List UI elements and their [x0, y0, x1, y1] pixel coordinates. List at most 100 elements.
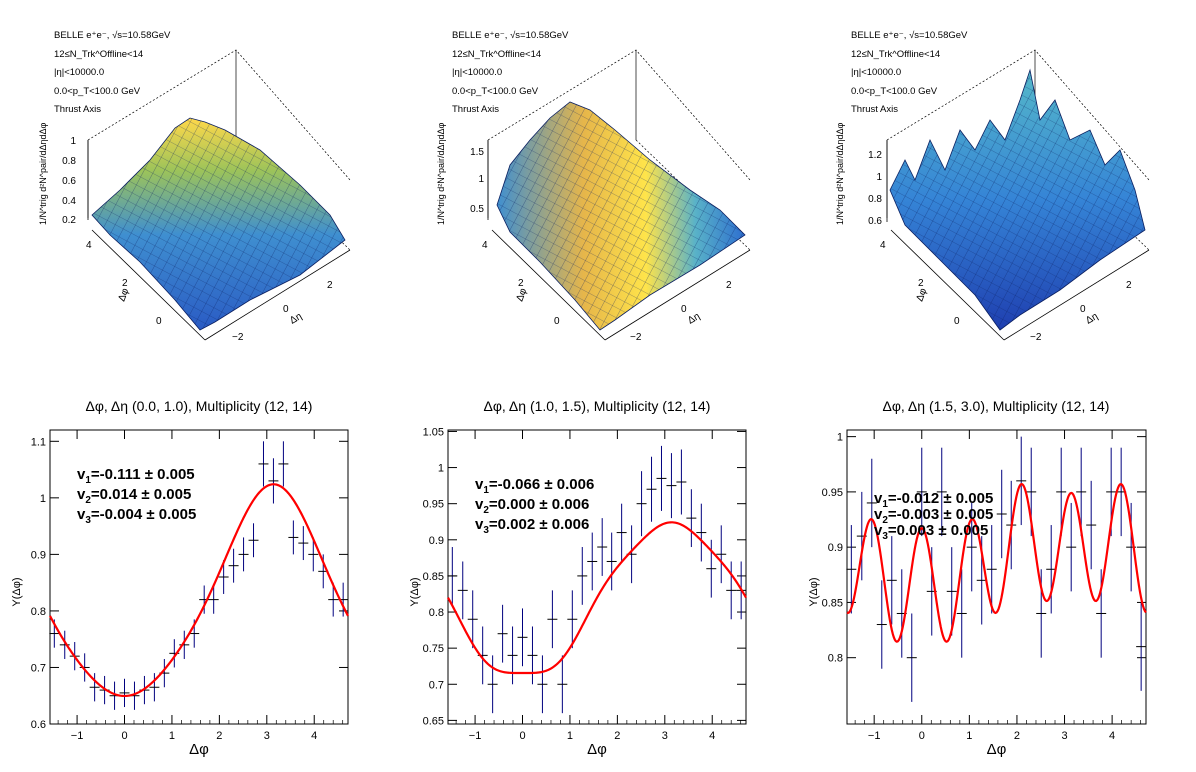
data-point	[278, 441, 289, 487]
data-point	[1076, 447, 1087, 537]
data-point	[328, 582, 339, 617]
data-point	[179, 630, 190, 659]
flow-coefficient-label: v2=-0.003 ± 0.005	[874, 506, 993, 526]
surface-mesh	[92, 118, 345, 330]
info-line-5: Thrust Axis	[54, 104, 101, 115]
data-point	[527, 626, 538, 685]
x-tick-label: 4	[709, 730, 715, 742]
y-tick-label: 0.95	[822, 487, 843, 499]
y-tick-label: 4	[86, 240, 92, 251]
y-axis-3d: 4 2 0 Δφ	[880, 229, 1005, 341]
x-axis-label: Δη	[1084, 311, 1100, 327]
data-point	[597, 518, 608, 576]
y-tick-label: 0	[954, 316, 960, 327]
data-point	[248, 523, 259, 558]
y-tick-label: 1.1	[31, 436, 46, 448]
y-tick-label: 1	[40, 493, 46, 505]
x-tick-label: 1	[169, 730, 175, 742]
chart-title: Δφ, Δη (0.0, 1.0), Multiplicity (12, 14)	[86, 398, 313, 414]
y-axis-label: Y(Δφ)	[808, 577, 820, 606]
fit-curve	[447, 521, 747, 675]
x-tick-label: 2	[1126, 280, 1132, 291]
data-point	[238, 537, 249, 572]
data-point	[447, 547, 458, 605]
x-tick-label: −1	[469, 730, 482, 742]
z-axis: 1.2 1 0.8 0.6 1/N^trig d²N^pair/dΔηdΔφ	[835, 122, 888, 227]
flow-coefficient-label: v2=0.000 ± 0.006	[475, 496, 589, 516]
y-tick-label: 0.7	[429, 679, 444, 691]
data-point	[567, 590, 578, 649]
data-point	[666, 453, 677, 519]
y-axis-3d: 4 2 0 Δφ	[482, 229, 606, 341]
y-tick-label: 0	[554, 316, 560, 327]
x-tick-label: 2	[1014, 730, 1020, 742]
x-tick-label: 4	[311, 730, 317, 742]
chart-title: Δφ, Δη (1.5, 3.0), Multiplicity (12, 14)	[883, 398, 1110, 414]
info-line-1: BELLE e⁺e⁻, √s=10.58GeV	[452, 30, 569, 41]
y-tick-label: 0.8	[31, 606, 46, 618]
data-point	[676, 449, 687, 515]
x-axis-3d: 2 0 −2 Δη	[1003, 249, 1150, 343]
flow-coefficient-label: v2=0.014 ± 0.005	[77, 486, 191, 506]
data-point	[268, 458, 279, 504]
data-point	[1056, 447, 1067, 537]
data-point	[716, 525, 727, 584]
fit-panel-2: Δφ, Δη (1.0, 1.5), Multiplicity (12, 14)…	[409, 398, 747, 758]
z-tick-label: 1	[876, 172, 882, 183]
x-tick-label: −1	[868, 730, 881, 742]
data-point	[606, 532, 617, 591]
flow-coefficient-label: v3=0.002 ± 0.006	[475, 516, 589, 536]
x-tick-label: 2	[726, 280, 732, 291]
data-point	[876, 580, 887, 669]
info-line-3: |η|<10000.0	[851, 67, 901, 78]
x-tick-label: 3	[264, 730, 270, 742]
x-axis-label: Δφ	[587, 741, 607, 758]
y-tick-label: 0.9	[31, 549, 46, 561]
data-point	[507, 626, 518, 685]
data-point	[308, 537, 319, 572]
x-axis-label: Δφ	[987, 741, 1007, 758]
fit-curve	[846, 482, 1147, 643]
y-tick-label: 0.65	[423, 715, 444, 727]
flow-coefficient-label: v1=-0.111 ± 0.005	[77, 466, 195, 486]
x-tick-label: 1	[567, 730, 573, 742]
z-tick-label: 0.4	[62, 196, 76, 207]
data-point	[497, 604, 508, 663]
y-tick-label: 0.9	[429, 535, 444, 547]
data-point	[218, 560, 229, 594]
data-point	[149, 673, 160, 702]
chart-title: Δφ, Δη (1.0, 1.5), Multiplicity (12, 14)	[484, 398, 711, 414]
x-tick-label: 2	[614, 730, 620, 742]
x-tick-label: 0	[681, 304, 687, 315]
z-tick-label: 1.2	[868, 150, 882, 161]
y-tick-label: 0.85	[423, 571, 444, 583]
info-box: BELLE e⁺e⁻, √s=10.58GeV 12≤N_Trk^Offline…	[851, 30, 968, 115]
y-tick-label: 0.8	[828, 653, 843, 665]
data-point	[1096, 569, 1107, 658]
data-point	[866, 458, 877, 548]
data-point	[298, 526, 309, 561]
data-point	[656, 445, 667, 511]
data-point	[846, 525, 857, 614]
data-point	[517, 608, 528, 667]
y-tick-label: 1	[837, 432, 843, 444]
z-axis-label: 1/N^trig d²N^pair/dΔηdΔφ	[38, 122, 48, 225]
plot-frame	[49, 429, 349, 725]
data-point	[258, 441, 269, 487]
data-point	[119, 678, 130, 708]
data-point	[996, 469, 1007, 559]
x-axis-label: Δη	[686, 311, 702, 327]
top-panel-3: BELLE e⁺e⁻, √s=10.58GeV 12≤N_Trk^Offline…	[835, 30, 1150, 343]
info-line-2: 12≤N_Trk^Offline<14	[452, 49, 541, 60]
y-tick-label: 4	[482, 240, 488, 251]
x-tick-label: 2	[327, 280, 333, 291]
x-axis-label: Δφ	[189, 741, 209, 758]
data-point	[726, 561, 737, 620]
data-point	[646, 456, 657, 522]
info-line-2: 12≤N_Trk^Offline<14	[54, 49, 143, 60]
y-tick-label: 4	[880, 240, 886, 251]
info-line-1: BELLE e⁺e⁻, √s=10.58GeV	[54, 30, 171, 41]
x-tick-label: 0	[283, 304, 289, 315]
surface-mesh	[497, 102, 745, 330]
z-tick-label: 0.6	[868, 216, 882, 227]
